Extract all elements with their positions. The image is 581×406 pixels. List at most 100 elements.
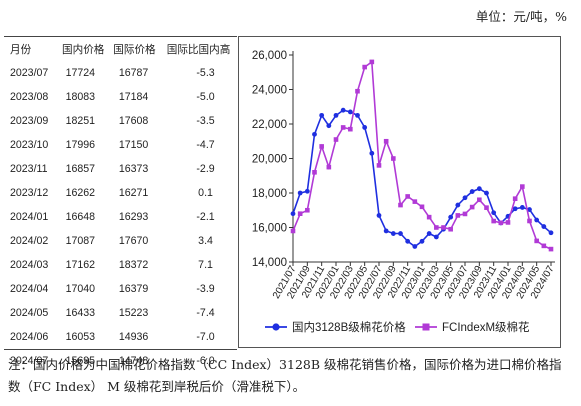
plot-area [290,59,554,252]
data-point [348,126,353,132]
cell-difference: -2.9 [196,163,215,175]
table-body: 2023/07 17724 16787 -5.3 2023/08 18083 17184 -5… [4,61,237,373]
data-point [290,228,296,234]
data-point [412,199,418,204]
y-tick-label: 20,000 [252,154,287,166]
data-point [419,204,425,210]
data-point [434,225,439,230]
data-point [441,225,446,230]
cell-international-price: 16373 [118,163,149,175]
y-tick-label: 24,000 [252,85,287,97]
table-row: 2023/07 17724 16787 -5.3 [4,61,237,85]
data-point [519,205,525,210]
data-point [484,190,489,196]
cell-month: 2023/09 [10,115,49,127]
y-tick-label: 16,000 [252,223,287,235]
data-point [383,228,389,234]
legend-label: 国内3128B级棉花价格 [292,320,406,334]
data-point [541,224,547,229]
cell-month: 2024/04 [10,283,49,295]
cell-month: 2024/02 [10,235,49,247]
data-point [290,211,296,217]
cell-month: 2024/06 [10,331,49,343]
cell-domestic-price: 17162 [65,259,96,271]
data-point [541,243,547,249]
cell-international-price: 16293 [118,211,149,223]
cell-difference: -5.0 [196,91,215,103]
cell-difference: -6.0 [196,355,215,367]
table-row: 2024/07 15695 14748 -6.0 [4,349,237,373]
footnote: 注：国内价格为中国棉花价格指数（CC Index）3128B 级棉花销售价格，国… [8,357,562,394]
data-point [355,88,360,94]
data-point [376,163,382,168]
table-row: 2024/05 16433 15223 -7.4 [4,301,237,325]
data-point [534,238,539,244]
data-point [448,226,453,232]
data-point [491,218,496,224]
data-point [319,112,325,118]
price-table-grid: 月份 国内价格 国际价格 国际比国内高 2023/07 17724 16787 -5.… [4,37,237,373]
data-point [476,186,482,192]
cell-domestic-price: 16648 [65,211,96,223]
cell-domestic-price: 18251 [65,115,96,127]
cell-difference: -5.3 [196,67,215,79]
cell-international-price: 18372 [118,259,149,271]
cell-difference: -7.4 [196,307,215,319]
data-point [484,205,489,210]
series-line [292,60,552,250]
data-point [297,211,303,216]
cell-month: 2023/07 [10,67,49,79]
data-point [534,217,540,223]
legend-label: FCIndexM级棉花 [442,320,530,334]
data-point [426,231,432,236]
cell-domestic-price: 16857 [65,163,96,175]
data-point [512,206,518,212]
data-point [305,207,310,213]
price-chart: 14,000 16,000 18,000 20,000 22,000 24,000 26,0… [238,36,561,348]
data-point [390,231,396,236]
data-point [340,107,346,113]
table-row: 2024/01 16648 16293 -2.1 [4,205,237,229]
cell-difference: -2.1 [196,211,215,223]
cell-month: 2023/10 [10,139,49,151]
y-tick-label: 22,000 [252,119,287,131]
data-point [412,244,418,249]
data-point [304,188,310,194]
price-table: 月份 国内价格 国际价格 国际比国内高 2023/07 17724 16787 -5.… [4,36,237,367]
cell-month: 2023/08 [10,91,49,103]
x-axis: 2021/072021/092021/112022/012022/032022/… [271,261,557,301]
data-point [469,189,475,194]
table-row: 2023/08 18083 17184 -5.0 [4,85,237,109]
data-point [362,64,367,70]
table-header-row: 月份 国内价格 国际价格 国际比国内高 [4,37,237,61]
cell-international-price: 17608 [118,115,149,127]
legend: 国内3128B级棉花价格 FCIndexM级棉花 [265,320,530,334]
cell-month: 2024/07 [10,355,49,367]
cell-domestic-price: 16053 [65,331,96,343]
cell-domestic-price: 16262 [65,187,96,199]
data-point [398,202,403,208]
data-point [326,123,332,129]
table-row: 2023/09 18251 17608 -3.5 [4,109,237,133]
legend-item: FCIndexM级棉花 [415,320,530,334]
data-point [333,112,339,118]
cell-international-price: 16271 [118,187,149,199]
cell-difference: 7.1 [198,259,213,271]
table-row: 2023/10 17996 17150 -4.7 [4,133,237,157]
data-point [340,125,346,130]
cell-domestic-price: 17040 [65,283,96,295]
data-point [548,246,554,252]
cell-domestic-price: 18083 [65,91,96,103]
cell-international-price: 17150 [118,139,149,151]
y-tick-label: 14,000 [252,257,287,269]
series-line [292,109,552,248]
table-row: 2024/03 17162 18372 7.1 [4,253,237,277]
unit-label: 单位：元/吨，% [475,9,567,24]
data-point [362,125,368,130]
data-point [319,144,324,149]
table-row: 2023/11 16857 16373 -2.9 [4,157,237,181]
cell-month: 2024/05 [10,307,49,319]
data-point [527,218,532,224]
table-row: 2024/04 17040 16379 -3.9 [4,277,237,301]
cell-month: 2023/11 [10,163,48,175]
